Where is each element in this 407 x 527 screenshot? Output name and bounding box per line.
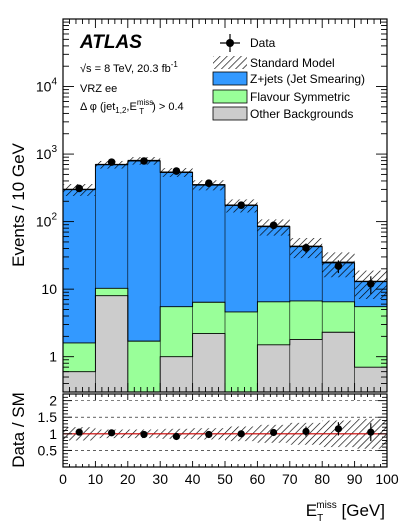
region-label: VRZ ee — [80, 83, 117, 95]
ratio-point — [140, 430, 148, 439]
ratio-point — [302, 427, 310, 436]
bar-other — [289, 339, 323, 392]
cut-label-sub2: T — [139, 107, 144, 116]
ratio-tick-label: 1.5 — [38, 409, 58, 425]
x-tick-label: 40 — [185, 471, 201, 487]
legend-entry-zjets: Z+jets (Jet Smearing) — [212, 71, 365, 86]
bar-flavour-symmetric — [225, 311, 258, 392]
ratio-axis-title: Data / SM — [9, 392, 28, 468]
y-tick-label: 104 — [36, 77, 58, 95]
x-axis-title-main: E — [306, 501, 317, 520]
y-tick-label: 1 — [49, 349, 57, 365]
bar-other — [257, 344, 290, 392]
ratio-point — [108, 429, 116, 437]
y-tick-label-base: 10 — [36, 214, 52, 230]
ratio-point — [237, 430, 245, 438]
bar-other — [95, 295, 128, 392]
x-axis-title: ETmiss [GeV] — [306, 500, 385, 524]
y-tick-label-exp: 3 — [51, 144, 57, 155]
cut-label: Δ φ (jet1,2,Emiss T ) > 0.4 — [80, 98, 184, 116]
bar-other — [354, 367, 387, 392]
x-tick-label: 30 — [152, 471, 168, 487]
ratio-point — [172, 432, 180, 441]
bar-other — [63, 371, 96, 392]
legend-swatch-other — [212, 106, 248, 121]
y-axis-title: Events / 10 GeV — [9, 142, 28, 266]
y-tick-label-base: 10 — [36, 146, 52, 162]
x-axis-title-sup: miss — [316, 500, 337, 511]
y-tick-label: 103 — [36, 144, 58, 162]
legend-label-zjets: Z+jets (Jet Smearing) — [250, 72, 365, 86]
x-tick-label: 70 — [282, 471, 298, 487]
data-point — [302, 243, 310, 252]
legend-label-data: Data — [250, 36, 276, 50]
legend: Data Standard Model Z+jets (Jet Smearing… — [212, 34, 365, 121]
legend-entry-fs: Flavour Symmetric — [212, 89, 350, 104]
legend-data-marker — [226, 39, 234, 47]
data-point — [107, 158, 116, 166]
cut-label-sub: 1,2 — [115, 106, 127, 115]
legend-entry-sm: Standard Model — [213, 56, 335, 70]
x-tick-label: 100 — [375, 471, 399, 487]
y-tick-label-exp: 4 — [51, 77, 57, 88]
bar-other — [160, 356, 193, 392]
ratio-point — [367, 428, 375, 436]
x-tick-label: 60 — [250, 471, 266, 487]
x-tick-label: 50 — [217, 471, 233, 487]
data-point — [367, 280, 375, 288]
legend-label-sm: Standard Model — [250, 56, 335, 70]
x-tick-label: 0 — [59, 471, 67, 487]
x-tick-label: 80 — [314, 471, 330, 487]
energy-label-main: √s = 8 TeV, 20.3 fb — [80, 63, 171, 75]
bar-flavour-symmetric — [127, 341, 161, 392]
bar-other — [322, 332, 355, 392]
ratio-point — [270, 428, 278, 437]
data-point — [205, 179, 213, 188]
ratio-tick-label: 0.5 — [38, 442, 58, 458]
cut-label-post: ) > 0.4 — [152, 101, 184, 113]
main-plot — [63, 157, 387, 392]
energy-label-sup: -1 — [171, 60, 179, 69]
cut-label-pre: Δ φ (jet — [80, 101, 115, 113]
atlas-label: ATLAS — [79, 32, 142, 53]
ratio-point — [334, 425, 342, 433]
data-point — [75, 184, 83, 193]
ratio-tick-label: 1 — [49, 426, 57, 442]
data-point — [334, 262, 343, 270]
data-point — [269, 221, 278, 230]
data-point — [172, 167, 181, 175]
legend-entry-data: Data — [220, 34, 276, 52]
y-tick-label-base: 10 — [36, 79, 52, 95]
x-axis-title-sub: T — [317, 513, 323, 524]
ratio-point — [205, 430, 213, 439]
legend-label-fs: Flavour Symmetric — [250, 90, 350, 104]
data-point — [237, 201, 245, 209]
y-tick-label-exp: 2 — [51, 212, 57, 223]
legend-swatch-zjets — [212, 71, 248, 86]
ratio-tick-label: 2 — [49, 393, 57, 409]
x-axis-title-unit: [GeV] — [337, 501, 385, 520]
x-tick-label: 90 — [347, 471, 363, 487]
cut-label-mid: ,E — [126, 101, 136, 113]
bar-other — [192, 333, 225, 392]
ratio-plot — [63, 400, 387, 451]
cut-label-sup: miss — [137, 98, 153, 107]
legend-swatch-fs — [212, 89, 248, 104]
y-tick-label: 10 — [41, 281, 57, 297]
legend-label-other: Other Backgrounds — [250, 107, 353, 121]
ratio-point — [75, 428, 83, 436]
x-tick-label: 20 — [120, 471, 136, 487]
data-point — [140, 157, 148, 165]
legend-entry-other: Other Backgrounds — [212, 106, 353, 121]
y-tick-label: 102 — [36, 212, 58, 230]
x-tick-label: 10 — [88, 471, 104, 487]
legend-swatch-sm — [213, 56, 247, 69]
energy-label: √s = 8 TeV, 20.3 fb-1 — [80, 60, 178, 75]
